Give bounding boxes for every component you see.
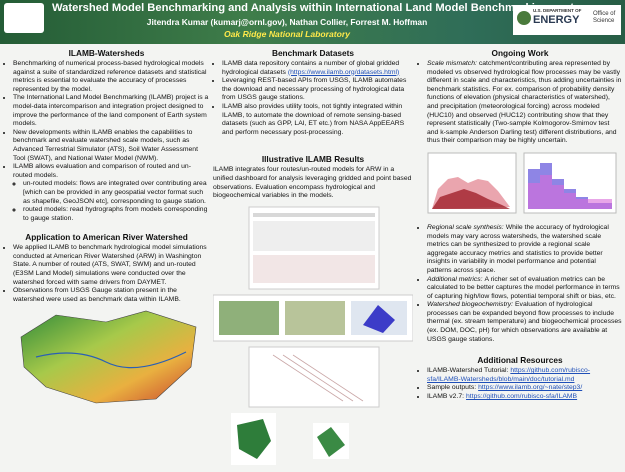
bullet: ILAMB data repository contains a number … bbox=[222, 60, 413, 77]
bullet-text: ILAMB allows evaluation and comparison o… bbox=[13, 163, 191, 179]
bullet-list: We applied ILAMB to benchmark hydrologic… bbox=[4, 244, 209, 304]
column: Ongoing Work Scale mismatch:catchment/con… bbox=[418, 45, 622, 462]
logo-left bbox=[4, 3, 44, 33]
paragraph: ILAMB integrates four routes/un-routed m… bbox=[213, 166, 412, 200]
section-heading: Application to American River Watershed bbox=[25, 232, 188, 243]
sub-bullet: routed models: read hydrographs from mod… bbox=[23, 206, 209, 223]
header: Watershed Model Benchmarking and Analysi… bbox=[0, 0, 625, 44]
bullet: Regional scale synthesis:While the accur… bbox=[427, 224, 622, 276]
bullet: ILAMB allows evaluation and comparison o… bbox=[13, 163, 209, 223]
logo-office: Office of Science bbox=[593, 11, 616, 24]
logo-dept: U.S. DEPARTMENT OF bbox=[533, 8, 582, 13]
logo-energy: ENERGY bbox=[533, 14, 580, 26]
bullet-text: Evaluation of hydrological processes can… bbox=[427, 301, 622, 343]
column: ILAMB-Watersheds Benchmarking of numerica… bbox=[4, 45, 209, 462]
bullet-text: New developments within ILAMB enables th… bbox=[13, 128, 198, 162]
bullet-text: ILAMB v2.7: bbox=[427, 393, 465, 401]
watershed-shape bbox=[317, 426, 345, 457]
bullet-list: ILAMB data repository contains a number … bbox=[213, 60, 413, 137]
map-panel bbox=[219, 300, 279, 335]
distribution-figure bbox=[427, 152, 617, 214]
bullet-list: Benchmarking of numerical process-based … bbox=[4, 60, 209, 223]
bullet: Additional metrics:A richer set of evalu… bbox=[427, 276, 622, 302]
section: Regional scale synthesis:While the accur… bbox=[418, 224, 622, 344]
bullet-text: Leveraging REST-based APIs from USGS, IL… bbox=[222, 77, 407, 102]
doe-logo: U.S. DEPARTMENT OF ENERGY Office of Scie… bbox=[513, 5, 621, 35]
bullet: Sample outputs:https://www.ilamb.org/~na… bbox=[427, 384, 622, 393]
bullet: The International Land Model Benchmarkin… bbox=[13, 94, 209, 128]
bullet-list: Scale mismatch:catchment/contributing ar… bbox=[418, 60, 622, 146]
section-heading: ILAMB-Watersheds bbox=[68, 48, 145, 58]
section: Illustrative ILAMB Results ILAMB integrat… bbox=[213, 154, 413, 200]
river bbox=[35, 351, 187, 369]
bullet: ILAMB also provides utility tools, not t… bbox=[222, 103, 413, 137]
section-heading: Additional Resources bbox=[477, 355, 563, 366]
sub-bullet: un-routed models: flows are integrated o… bbox=[23, 180, 209, 206]
bullet-text: A richer set of evaluation metrics can b… bbox=[427, 275, 620, 300]
section: Benchmark Datasets ILAMB data repository … bbox=[213, 48, 413, 137]
column: Benchmark Datasets ILAMB data repository … bbox=[212, 45, 414, 465]
bullet: Watershed biogeochemistry:Evaluation of … bbox=[427, 301, 622, 344]
title: Watershed Model Benchmarking and Analysi… bbox=[52, 2, 591, 14]
histogram-pink bbox=[528, 174, 612, 209]
bullet-text: Observations from USGS Gauge station pre… bbox=[13, 287, 181, 303]
bullet: ILAMB-Watershed Tutorial:https://github.… bbox=[427, 367, 622, 384]
map-panel bbox=[285, 300, 345, 335]
bullet-list: Regional scale synthesis:While the accur… bbox=[418, 224, 622, 344]
affiliation: Oak Ridge National Laboratory bbox=[223, 29, 351, 39]
section-heading: Ongoing Work bbox=[491, 48, 549, 58]
watershed-shape bbox=[237, 418, 271, 459]
bullet-text: ILAMB-Watershed Tutorial: bbox=[427, 367, 509, 375]
bullet: Leveraging REST-based APIs from USGS, IL… bbox=[222, 77, 413, 103]
bullet: Benchmarking of numerical process-based … bbox=[13, 60, 209, 94]
plot-lines bbox=[272, 354, 364, 402]
watershed-shape bbox=[363, 304, 395, 333]
section: ILAMB-Watersheds Benchmarking of numerica… bbox=[4, 48, 209, 223]
panel-row bbox=[253, 212, 375, 217]
section-heading: Benchmark Datasets bbox=[271, 48, 355, 58]
seal bbox=[517, 11, 531, 25]
sub-list: un-routed models: flows are integrated o… bbox=[13, 180, 209, 223]
terrain bbox=[20, 311, 197, 404]
dashboard-screenshot bbox=[212, 206, 414, 465]
watershed-map bbox=[20, 311, 197, 404]
bullet-term: Watershed biogeochemistry: bbox=[427, 301, 514, 309]
bullet-text: Sample outputs: bbox=[427, 384, 477, 392]
section: Additional ResourcesILAMB-Watershed Tuto… bbox=[418, 355, 622, 401]
link: https://github.com/rubisco-sfa/ILAMB bbox=[466, 393, 578, 401]
bullet-term: Regional scale synthesis: bbox=[427, 223, 504, 231]
link: https://www.ilamb.org/~nate/step3/ bbox=[478, 384, 583, 392]
bullet-term: Scale mismatch: bbox=[427, 60, 477, 67]
section-heading: Illustrative ILAMB Results bbox=[261, 154, 365, 165]
poster: Watershed Model Benchmarking and Analysi… bbox=[0, 0, 625, 462]
spacer bbox=[418, 344, 622, 352]
link: https://github.com/rubisco-sfa/ILAMB-Wat… bbox=[427, 367, 591, 383]
histogram-dark bbox=[432, 188, 510, 209]
bullet: Scale mismatch:catchment/contributing ar… bbox=[427, 60, 622, 146]
bullet: We applied ILAMB to benchmark hydrologic… bbox=[13, 244, 209, 287]
bullet-text: ILAMB also provides utility tools, not t… bbox=[222, 102, 405, 136]
panel-row bbox=[253, 254, 375, 283]
bullet-text: The International Land Model Benchmarkin… bbox=[13, 94, 209, 128]
bullet-term: Additional metrics: bbox=[427, 275, 483, 283]
section: Ongoing Work Scale mismatch:catchment/con… bbox=[418, 48, 622, 146]
link: (https://www.ilamb.org/datasets.html) bbox=[287, 68, 400, 76]
bullet-text: Benchmarking of numerical process-based … bbox=[13, 60, 207, 93]
panel bbox=[248, 346, 380, 408]
bullet: Observations from USGS Gauge station pre… bbox=[13, 287, 209, 304]
bullet-text: catchment/contributing area represented … bbox=[427, 60, 622, 145]
section: Application to American River WatershedW… bbox=[4, 232, 209, 304]
bullet: New developments within ILAMB enables th… bbox=[13, 129, 209, 163]
bullet-text: We applied ILAMB to benchmark hydrologic… bbox=[13, 244, 207, 286]
bullet-text: ILAMB data repository contains a number … bbox=[222, 60, 400, 76]
bullet-list: ILAMB-Watershed Tutorial:https://github.… bbox=[418, 367, 622, 401]
spacer bbox=[4, 223, 209, 229]
bullet: ILAMB v2.7:https://github.com/rubisco-sf… bbox=[427, 393, 622, 402]
spacer bbox=[213, 137, 413, 151]
authors: Jitendra Kumar (kumarj@ornl.gov), Nathan… bbox=[146, 17, 428, 27]
bullet-text: While the accuracy of hydrological model… bbox=[427, 223, 609, 274]
panel-row bbox=[253, 220, 375, 251]
